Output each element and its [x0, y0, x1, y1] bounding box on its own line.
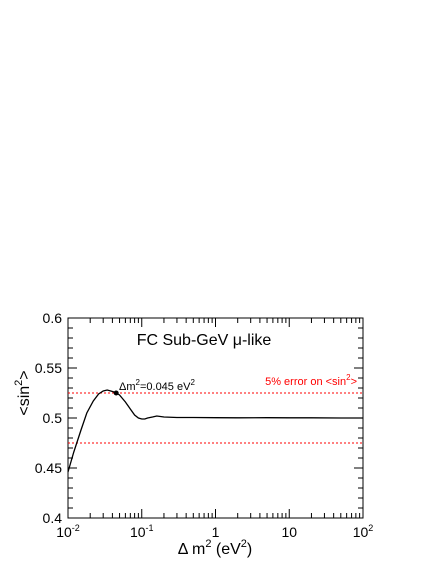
y-tick-label: 0.45 [35, 460, 62, 476]
x-tick-label: 10 [281, 524, 297, 540]
y-tick-label: 0.5 [43, 410, 63, 426]
x-tick-label: 1 [212, 524, 220, 540]
highlight-point [113, 390, 119, 396]
x-tick-label: 10-2 [56, 523, 80, 540]
x-tick-label: 102 [353, 523, 374, 540]
axis-ticks [67, 317, 364, 519]
x-tick-label: 10-1 [130, 523, 154, 540]
x-axis-label: Δ m2 (eV2) [178, 538, 253, 558]
chart-title: FC Sub-GeV μ-like [137, 332, 272, 349]
x-tick-labels: 10-2 10-1 1 10 102 [56, 523, 373, 540]
y-axis-label: <sin2> [13, 370, 33, 415]
y-tick-labels: 0.4 0.45 0.5 0.55 0.6 [35, 310, 62, 526]
y-tick-label: 0.6 [43, 310, 63, 326]
error-band-annotation: 5% error on <sin2> [265, 373, 357, 388]
y-tick-label: 0.4 [43, 510, 63, 526]
y-tick-label: 0.55 [35, 360, 62, 376]
marker-label: Δm2=0.045 eV2 [119, 378, 195, 393]
series-line [67, 389, 363, 473]
